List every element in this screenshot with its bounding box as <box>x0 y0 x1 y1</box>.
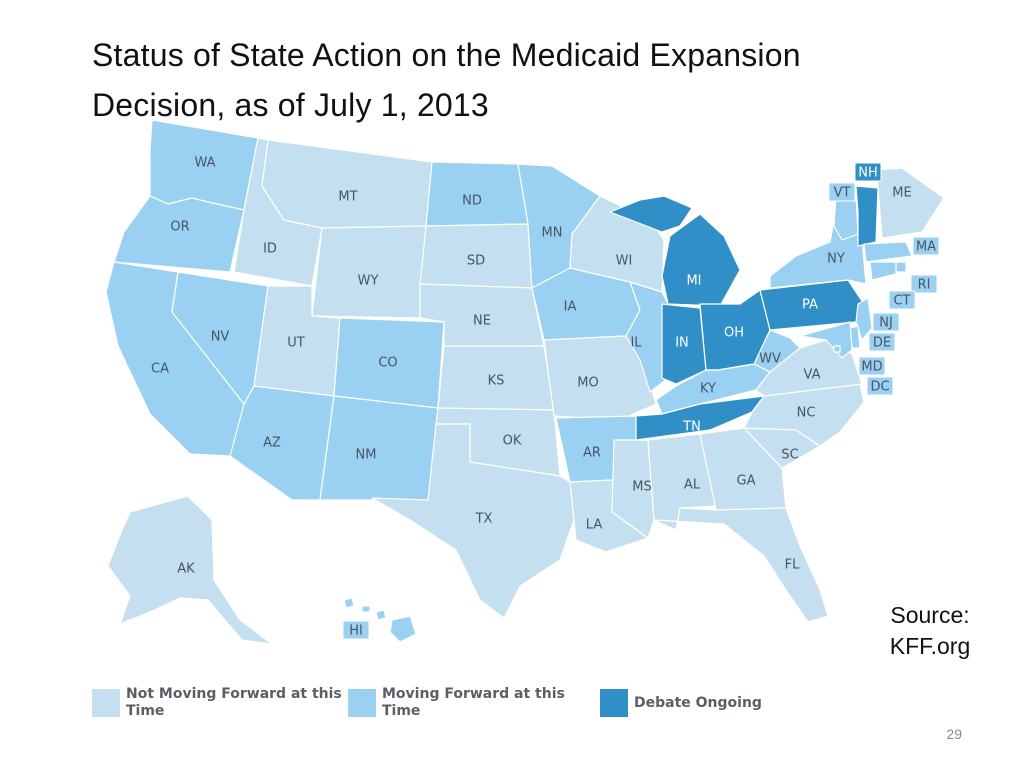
page-number: 29 <box>946 726 962 742</box>
state-hi[interactable] <box>343 597 417 643</box>
state-ms[interactable] <box>611 439 655 539</box>
legend-label-debate: Debate Ongoing <box>634 695 762 711</box>
state-wv[interactable] <box>753 329 801 373</box>
state-il[interactable] <box>625 281 669 393</box>
state-label-box-hi[interactable] <box>342 620 370 640</box>
legend-label-moving: Moving Forward at this Time <box>382 686 565 719</box>
state-label-box-md[interactable] <box>858 356 886 376</box>
source-note: Source: KFF.org <box>870 600 990 662</box>
states-layer <box>105 119 945 645</box>
state-or[interactable] <box>113 195 245 273</box>
state-ga[interactable] <box>699 427 787 511</box>
state-vt[interactable] <box>833 195 859 241</box>
state-me[interactable] <box>875 167 945 239</box>
state-label-box-nh[interactable] <box>854 162 882 182</box>
state-wa[interactable] <box>149 119 259 211</box>
state-label-box-de[interactable] <box>868 332 896 352</box>
state-mi[interactable] <box>609 195 741 307</box>
state-ks[interactable] <box>437 345 555 411</box>
state-label-box-ma[interactable] <box>912 236 940 256</box>
state-fl[interactable] <box>653 507 829 623</box>
state-label-box-ct[interactable] <box>888 290 916 310</box>
source-name: KFF.org <box>889 633 971 659</box>
legend-item-moving: Moving Forward at this Time <box>348 686 608 722</box>
state-label-box-ri[interactable] <box>910 274 938 294</box>
state-ri[interactable] <box>895 261 907 273</box>
legend-swatch-not-moving <box>92 689 120 717</box>
state-nh[interactable] <box>855 185 879 247</box>
state-nm[interactable] <box>319 395 439 501</box>
slide-title: Status of State Action on the Medicaid E… <box>92 30 952 130</box>
legend-item-debate: Debate Ongoing <box>600 686 800 722</box>
legend-label-not-moving: Not Moving Forward at this Time <box>126 686 342 719</box>
legend-swatch-moving <box>348 689 376 717</box>
state-in[interactable] <box>661 303 707 385</box>
state-co[interactable] <box>333 317 445 409</box>
source-label: Source: <box>890 602 970 628</box>
state-ak[interactable] <box>107 495 273 645</box>
state-nd[interactable] <box>425 161 529 227</box>
title-line-2: Decision, as of July 1, 2013 <box>92 87 489 123</box>
state-mt[interactable] <box>261 139 433 229</box>
state-label-box-nj[interactable] <box>872 312 900 332</box>
state-nc[interactable] <box>743 383 865 447</box>
state-tx[interactable] <box>371 423 575 619</box>
state-wy[interactable] <box>311 225 427 319</box>
state-ma[interactable] <box>863 241 913 263</box>
state-ct[interactable] <box>869 261 897 281</box>
state-nj[interactable] <box>855 297 873 341</box>
state-va[interactable] <box>755 339 863 397</box>
state-sd[interactable] <box>419 223 533 289</box>
title-line-1: Status of State Action on the Medicaid E… <box>92 37 801 73</box>
state-label-box-vt[interactable] <box>828 182 856 202</box>
state-dc[interactable] <box>833 345 841 353</box>
state-az[interactable] <box>229 385 335 501</box>
legend-item-not-moving: Not Moving Forward at this Time <box>92 686 352 722</box>
state-label-box-dc[interactable] <box>866 376 894 396</box>
legend-swatch-debate <box>600 689 628 717</box>
